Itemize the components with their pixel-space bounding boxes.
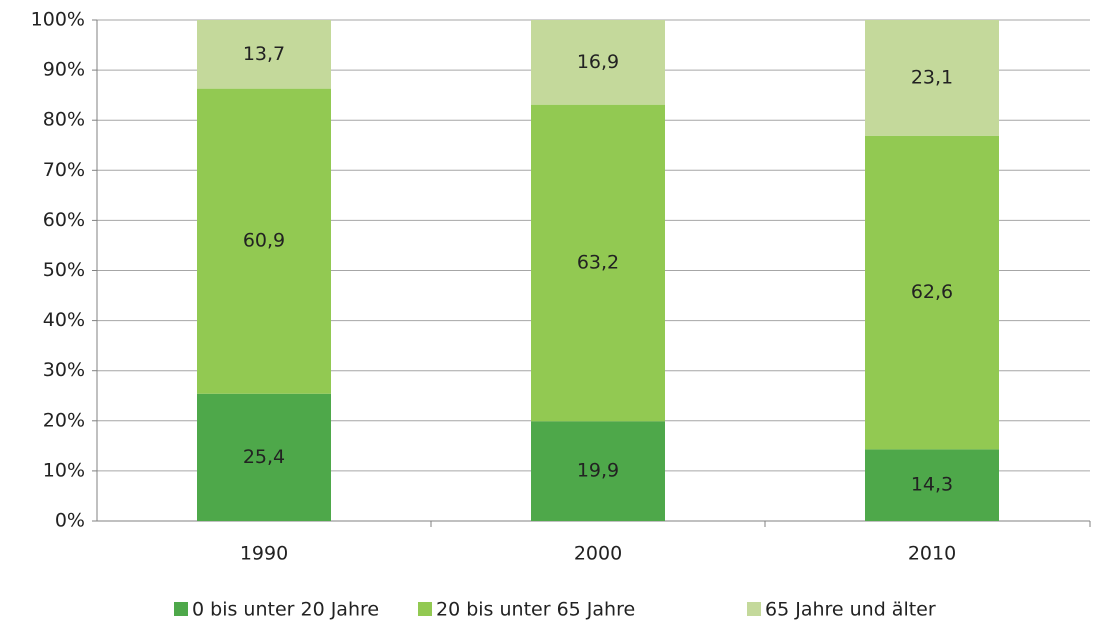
data-label: 14,3: [911, 474, 953, 496]
legend-swatch: [747, 602, 761, 616]
legend-label: 0 bis unter 20 Jahre: [192, 599, 379, 621]
legend-label: 20 bis unter 65 Jahre: [436, 599, 635, 621]
bar-segment: [531, 20, 665, 105]
data-label: 16,9: [577, 51, 619, 73]
y-tick-label: 90%: [43, 59, 85, 81]
y-tick-label: 40%: [43, 309, 85, 331]
data-label: 63,2: [577, 251, 619, 273]
data-label: 60,9: [243, 230, 285, 252]
x-tick-label: 1990: [240, 543, 288, 565]
data-label: 19,9: [577, 460, 619, 482]
y-tick-label: 60%: [43, 209, 85, 231]
x-tick-label: 2000: [574, 543, 622, 565]
y-tick-label: 100%: [31, 9, 85, 31]
bar-segment: [197, 88, 331, 394]
y-tick-label: 70%: [43, 159, 85, 181]
y-tick-label: 30%: [43, 359, 85, 381]
data-label: 25,4: [243, 446, 285, 468]
y-tick-label: 10%: [43, 459, 85, 481]
bar-segment: [865, 449, 999, 521]
bar-segment: [865, 20, 999, 136]
bar-segment: [197, 393, 331, 521]
x-tick-label: 2010: [908, 543, 956, 565]
legend-swatch: [418, 602, 432, 616]
legend-label: 65 Jahre und älter: [765, 599, 936, 621]
data-label: 13,7: [243, 43, 285, 65]
data-label: 62,6: [911, 281, 953, 303]
y-tick-label: 80%: [43, 109, 85, 131]
y-tick-label: 0%: [55, 510, 85, 532]
legend-swatch: [174, 602, 188, 616]
bar-segment: [531, 104, 665, 422]
bar-segment: [197, 20, 331, 89]
bar-segment: [531, 421, 665, 521]
y-tick-label: 20%: [43, 409, 85, 431]
y-tick-label: 50%: [43, 259, 85, 281]
bar-segment: [865, 135, 999, 450]
data-label: 23,1: [911, 66, 953, 88]
